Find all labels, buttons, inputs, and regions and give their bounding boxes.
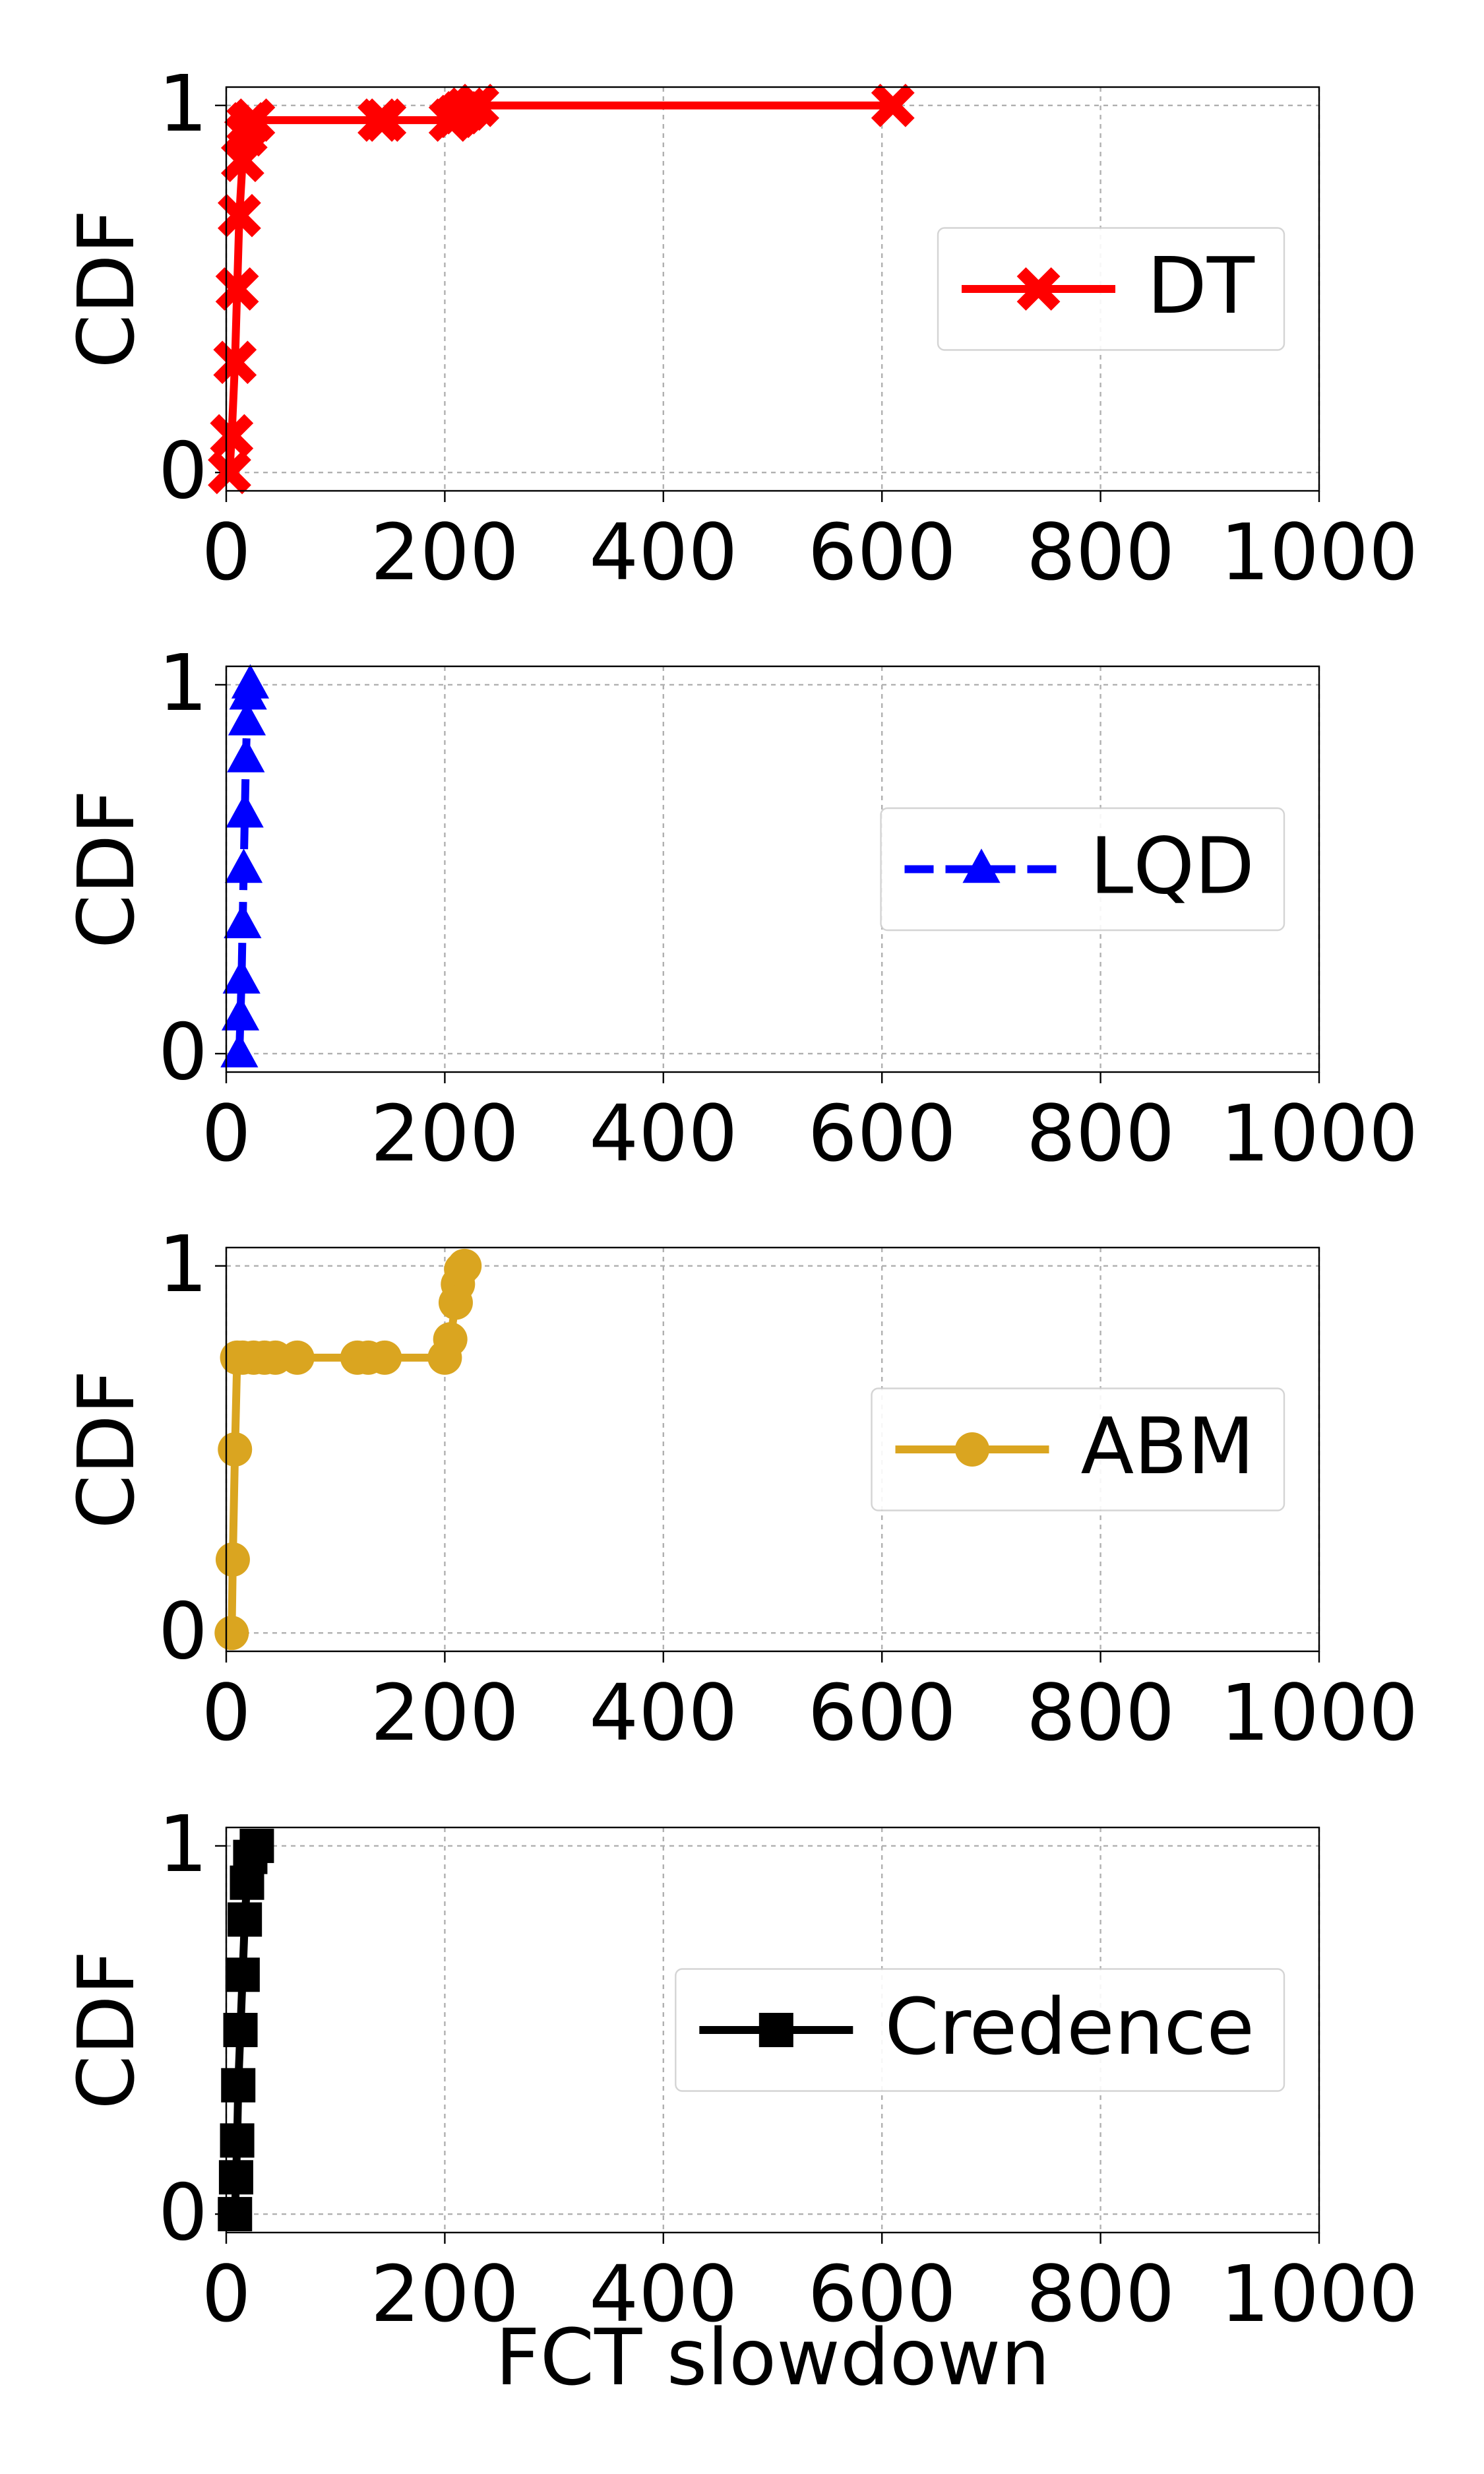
- x-tick-label: 400: [589, 2248, 737, 2339]
- legend: [675, 1968, 1285, 2092]
- marker: [225, 1957, 260, 1992]
- subplot: 0 200 400 600 800 1000 0 1 ABM CDF: [61, 1219, 1418, 1758]
- marker: [223, 2013, 258, 2047]
- x-tick-label: 600: [808, 2248, 956, 2339]
- y-tick-label: 1: [158, 58, 208, 149]
- x-tick-label: 600: [808, 1088, 956, 1179]
- marker: [231, 664, 270, 699]
- y-tick-label: 1: [158, 1798, 208, 1889]
- y-tick-label: 0: [158, 425, 208, 516]
- legend-marker: [758, 2013, 793, 2047]
- x-tick-label: 800: [1026, 1667, 1175, 1758]
- marker: [224, 848, 263, 883]
- x-tick-label: 0: [201, 1667, 251, 1758]
- x-tick-label: 1000: [1220, 1088, 1418, 1179]
- axes-frame: [225, 1826, 1320, 2234]
- series-line: [228, 1263, 468, 1633]
- marker: [232, 98, 276, 142]
- y-axis-label: CDF: [61, 1370, 152, 1529]
- marker: [871, 83, 915, 127]
- legend-marker: [955, 1432, 990, 1467]
- legend: [871, 1387, 1285, 1511]
- x-tick-label: 1000: [1220, 1667, 1418, 1758]
- marker: [218, 2160, 253, 2195]
- x-tick-label: 0: [201, 507, 251, 598]
- x-tick-label: 200: [371, 2248, 519, 2339]
- legend-label: ABM: [1081, 1401, 1254, 1492]
- marker: [218, 2197, 253, 2232]
- y-axis-label: CDF: [61, 1950, 152, 2109]
- marker: [280, 1340, 315, 1375]
- subplot: 0 200 400 600 800 1000 0 1 DT CDF: [61, 58, 1418, 598]
- y-tick-label: 0: [158, 1006, 208, 1097]
- y-tick-label: 0: [158, 2167, 208, 2258]
- marker: [218, 1432, 253, 1467]
- marker: [456, 83, 500, 127]
- marker: [226, 793, 264, 828]
- x-tick-label: 400: [589, 1667, 737, 1758]
- marker: [221, 996, 260, 1031]
- marker: [363, 98, 407, 142]
- marker: [367, 1340, 402, 1375]
- marker: [227, 738, 265, 773]
- x-tick-label: 800: [1026, 2248, 1175, 2339]
- marker: [214, 1616, 249, 1651]
- x-tick-label: 600: [808, 1667, 956, 1758]
- legend-label: LQD: [1090, 821, 1254, 912]
- axes-frame: [225, 86, 1320, 492]
- x-tick-label: 200: [371, 507, 519, 598]
- y-axis-label: CDF: [61, 790, 152, 949]
- marker: [210, 414, 254, 458]
- x-tick-label: 1000: [1220, 507, 1418, 598]
- x-tick-label: 200: [371, 1088, 519, 1179]
- marker: [215, 1542, 250, 1577]
- subplot: 0 200 400 600 800 1000 0 1 Credence CDF FCT slowdo…: [61, 1798, 1418, 2403]
- marker: [239, 1828, 274, 1863]
- marker: [217, 193, 261, 238]
- marker: [208, 451, 251, 495]
- y-tick-label: 1: [158, 637, 208, 728]
- marker: [228, 701, 266, 736]
- x-tick-label: 400: [589, 507, 737, 598]
- subplot: 0 200 400 600 800 1000 0 1 LQD CDF: [61, 637, 1418, 1179]
- legend-marker: [1016, 267, 1061, 311]
- x-tick-label: 0: [201, 1088, 251, 1179]
- marker: [222, 959, 261, 994]
- legend-marker: [962, 848, 1001, 883]
- legend-label: DT: [1147, 240, 1255, 331]
- marker: [220, 1032, 259, 1067]
- y-tick-label: 0: [158, 1585, 208, 1676]
- marker: [447, 1248, 482, 1283]
- legend: [880, 807, 1285, 932]
- marker: [224, 904, 262, 939]
- series-line: [225, 101, 893, 473]
- y-tick-label: 1: [158, 1219, 208, 1310]
- y-axis-label: CDF: [61, 209, 152, 368]
- x-tick-label: 0: [201, 2248, 251, 2339]
- axes-frame: [225, 665, 1320, 1073]
- x-tick-label: 1000: [1220, 2248, 1418, 2339]
- x-tick-label: 600: [808, 507, 956, 598]
- x-tick-label: 400: [589, 1088, 737, 1179]
- x-tick-label: 800: [1026, 507, 1175, 598]
- marker: [433, 1322, 468, 1357]
- x-axis-label: FCT slowdown: [495, 2312, 1050, 2403]
- legend-label: Credence: [884, 1981, 1254, 2072]
- marker: [228, 1902, 263, 1937]
- marker: [220, 2123, 255, 2158]
- x-tick-label: 800: [1026, 1088, 1175, 1179]
- x-tick-label: 200: [371, 1667, 519, 1758]
- marker: [213, 340, 257, 385]
- axes-frame: [225, 1246, 1320, 1653]
